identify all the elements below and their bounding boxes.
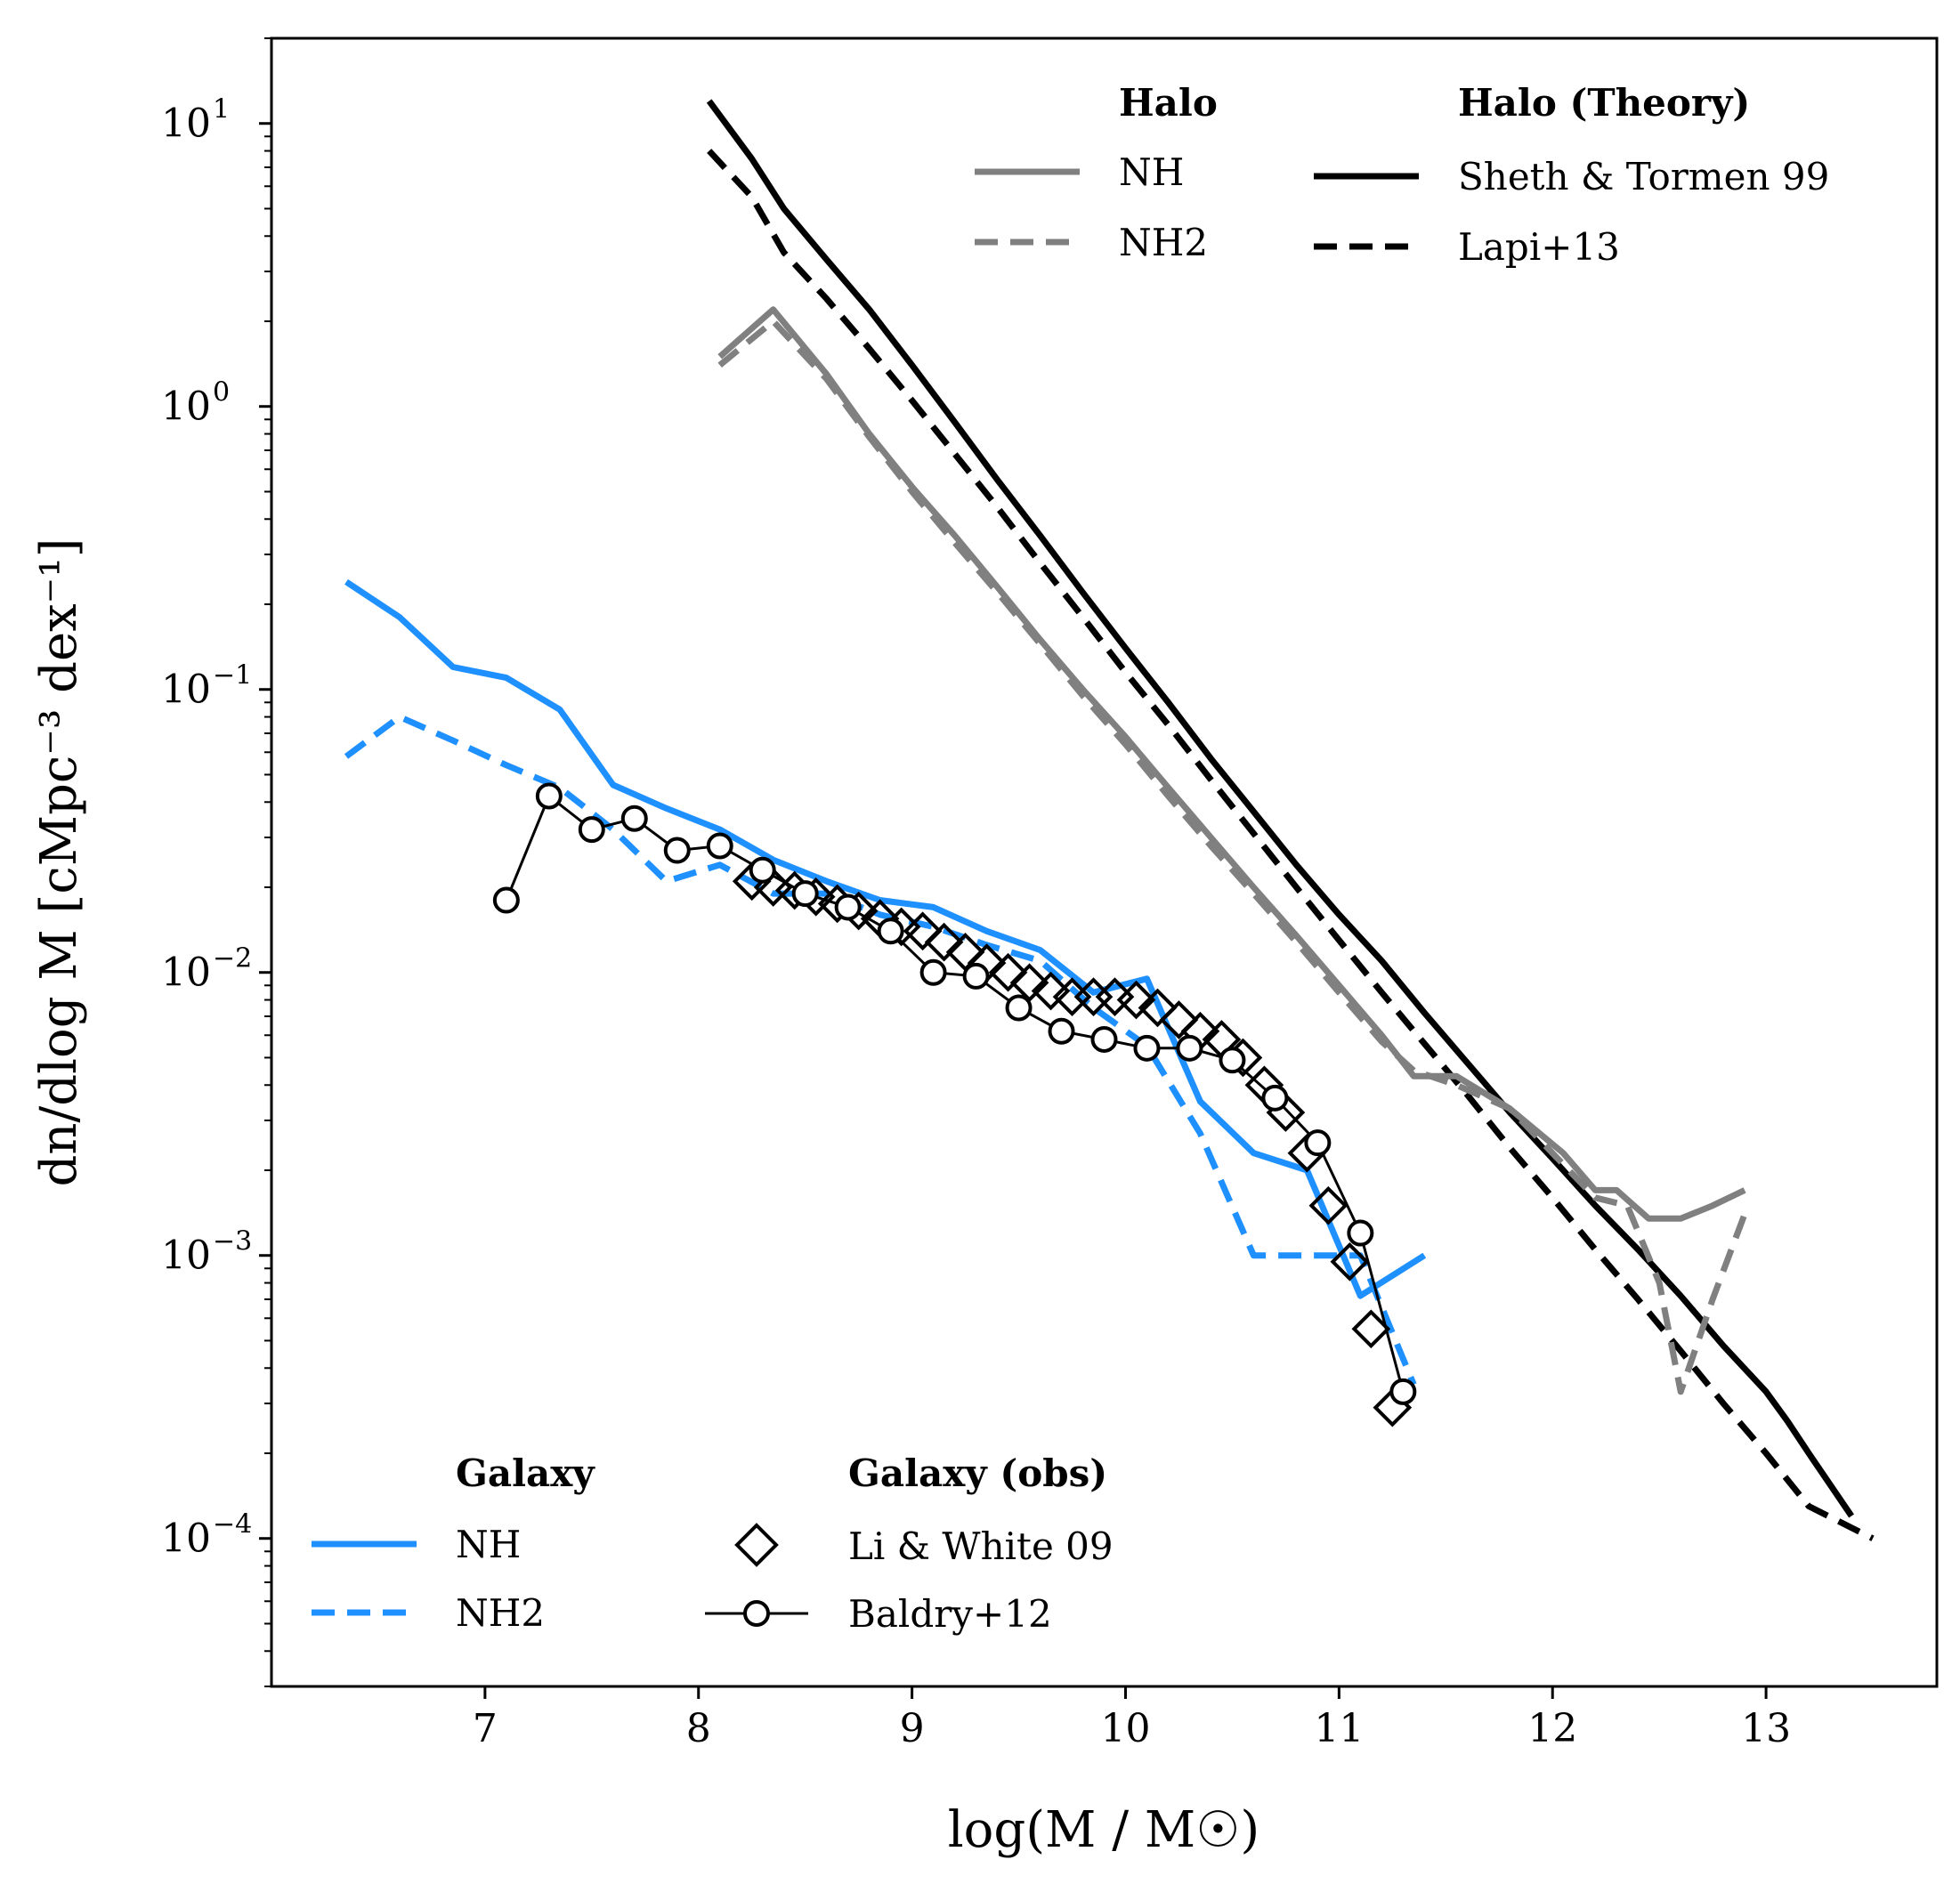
legend-label: Baldry+12 xyxy=(848,1592,1052,1636)
axes-frame xyxy=(270,36,1939,1688)
series-line-baldry-12 xyxy=(505,794,1405,1393)
legend-title: Galaxy xyxy=(456,1451,595,1495)
x-tick-label: 12 xyxy=(1527,1706,1577,1751)
x-tick-label: 13 xyxy=(1741,1706,1791,1751)
y-tick-label: 10 xyxy=(161,667,211,713)
data-point-baldry-12 xyxy=(1090,1025,1118,1053)
data-point-li-white-09 xyxy=(1009,963,1049,1003)
legend-title: Galaxy (obs) xyxy=(848,1451,1107,1495)
data-point-baldry-12 xyxy=(919,958,947,986)
series-line-lapi-13 xyxy=(707,149,1875,1541)
x-tick-label: 10 xyxy=(1100,1706,1150,1751)
legend-swatch-li-white-diamond xyxy=(734,1523,779,1567)
data-point-baldry-12 xyxy=(1304,1129,1332,1157)
legend-galaxy: Galaxy NH NH2 xyxy=(312,1451,595,1635)
data-point-baldry-12 xyxy=(834,893,862,921)
y-tick-label: 10 xyxy=(161,1233,211,1279)
series-line-galaxy-nh2 xyxy=(344,714,1417,1387)
data-point-baldry-12 xyxy=(1176,1034,1203,1062)
legend-title: Halo xyxy=(1119,81,1218,125)
legend-halo-theory: Halo (Theory) Sheth & Tormen 99 Lapi+13 xyxy=(1314,81,1829,269)
legend-title: Halo (Theory) xyxy=(1458,81,1750,125)
y-tick-exponent: −1 xyxy=(213,660,252,691)
data-point-li-white-09 xyxy=(1138,988,1178,1028)
data-point-baldry-12 xyxy=(877,918,904,945)
data-point-baldry-12 xyxy=(620,805,648,832)
data-point-li-white-09 xyxy=(1308,1185,1349,1225)
x-tick-label: 8 xyxy=(686,1706,711,1751)
legend-label: Lapi+13 xyxy=(1458,225,1620,269)
legend-label: NH2 xyxy=(1119,221,1208,264)
data-point-baldry-12 xyxy=(706,832,733,860)
y-tick-exponent: −3 xyxy=(213,1226,252,1257)
data-point-li-white-09 xyxy=(903,911,943,951)
y-axis-title: dn/dlog M [cMpc⁻³ dex⁻¹] xyxy=(30,538,88,1186)
data-point-li-white-09 xyxy=(924,922,964,962)
x-axis-title: log(M / M☉) xyxy=(948,1801,1260,1859)
data-point-li-white-09 xyxy=(988,952,1028,992)
legend-label: Sheth & Tormen 99 xyxy=(1458,155,1829,198)
y-tick-label: 10 xyxy=(161,950,211,996)
y-tick-label: 10 xyxy=(161,1516,211,1562)
data-point-baldry-12 xyxy=(791,880,819,908)
data-point-baldry-12 xyxy=(535,782,563,810)
x-tick-label: 7 xyxy=(473,1706,498,1751)
data-point-baldry-12 xyxy=(1347,1219,1374,1247)
y-tick-label: 10 xyxy=(161,101,211,147)
data-point-li-white-09 xyxy=(1330,1241,1370,1282)
data-point-baldry-12 xyxy=(1133,1034,1161,1062)
legend-swatch-baldry-circle xyxy=(743,1600,770,1627)
y-tick-exponent: 1 xyxy=(213,94,230,125)
legend-label: NH xyxy=(1119,150,1184,194)
plot-area xyxy=(344,99,1875,1541)
data-point-baldry-12 xyxy=(962,962,990,990)
series-line-halo-nh2 xyxy=(717,318,1748,1395)
data-point-baldry-12 xyxy=(578,816,605,844)
data-point-baldry-12 xyxy=(492,886,520,914)
x-axis: 7 8 9 10 11 12 13 xyxy=(473,1686,1791,1751)
data-point-baldry-12 xyxy=(749,856,776,884)
x-tick-label: 9 xyxy=(900,1706,925,1751)
data-point-baldry-12 xyxy=(1048,1017,1075,1045)
data-point-baldry-12 xyxy=(1389,1378,1417,1405)
legend-label: NH xyxy=(456,1523,521,1566)
y-tick-exponent: −2 xyxy=(213,943,252,974)
legend-galaxy-obs: Galaxy (obs) Li & White 09 Baldry+12 xyxy=(705,1451,1114,1636)
x-tick-label: 11 xyxy=(1314,1706,1364,1751)
series-line-halo-nh xyxy=(717,306,1746,1222)
data-point-baldry-12 xyxy=(1261,1084,1289,1112)
data-point-li-white-09 xyxy=(1031,971,1071,1011)
legend-halo: Halo NH NH2 xyxy=(975,81,1218,264)
y-tick-label: 10 xyxy=(161,384,211,430)
series-line-sheth-tormen-99 xyxy=(706,99,1854,1518)
data-point-li-white-09 xyxy=(1351,1309,1391,1349)
data-point-baldry-12 xyxy=(1219,1047,1246,1074)
data-point-baldry-12 xyxy=(663,837,691,864)
data-point-baldry-12 xyxy=(1005,994,1033,1022)
legend-label: Li & White 09 xyxy=(848,1524,1114,1568)
y-tick-exponent: −4 xyxy=(213,1509,252,1540)
legend-label: NH2 xyxy=(456,1591,545,1635)
data-point-li-white-09 xyxy=(1116,980,1156,1020)
data-point-li-white-09 xyxy=(1159,1000,1199,1039)
y-tick-exponent: 0 xyxy=(213,377,230,408)
